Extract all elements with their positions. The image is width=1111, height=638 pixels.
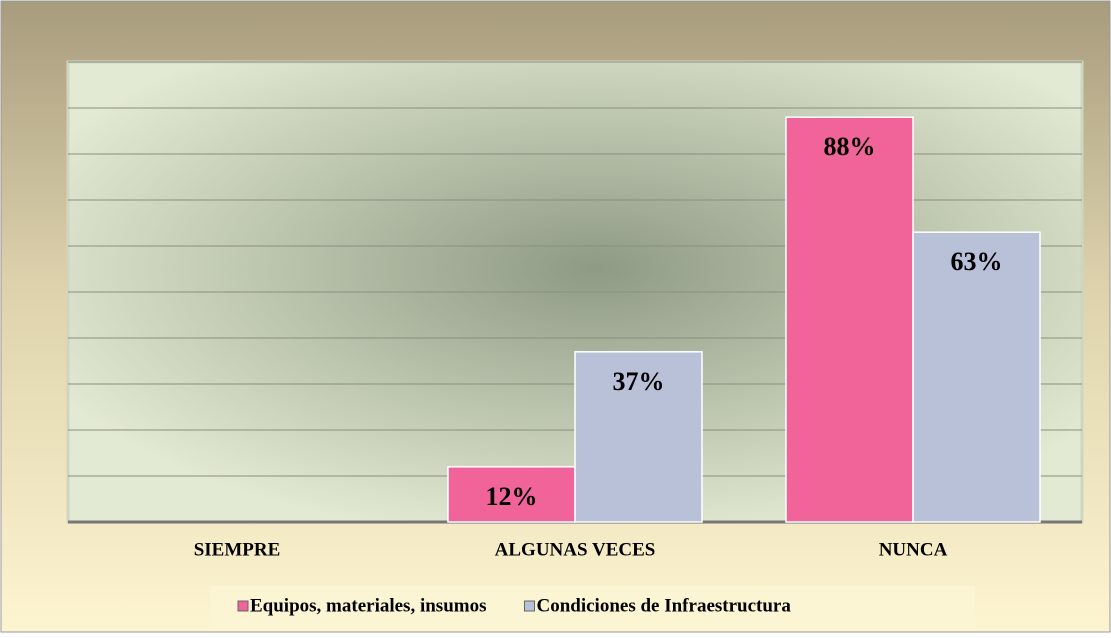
legend-label: Equipos, materiales, insumos [250,595,486,616]
legend [210,586,975,628]
bar [447,466,576,523]
data-label: 12% [486,482,538,511]
bar [785,116,914,523]
x-tick-label: NUNCA [879,539,948,560]
legend-swatch [237,600,249,612]
bar [574,351,703,523]
legend-label: Condiciones de Infraestructura [536,595,791,616]
x-tick-label: ALGUNAS VECES [495,539,656,560]
bar [912,231,1041,523]
legend-swatch [523,600,535,612]
data-label: 63% [951,247,1003,276]
data-label: 88% [824,132,876,161]
data-label: 37% [613,367,665,396]
x-tick-label: SIEMPRE [194,539,281,560]
